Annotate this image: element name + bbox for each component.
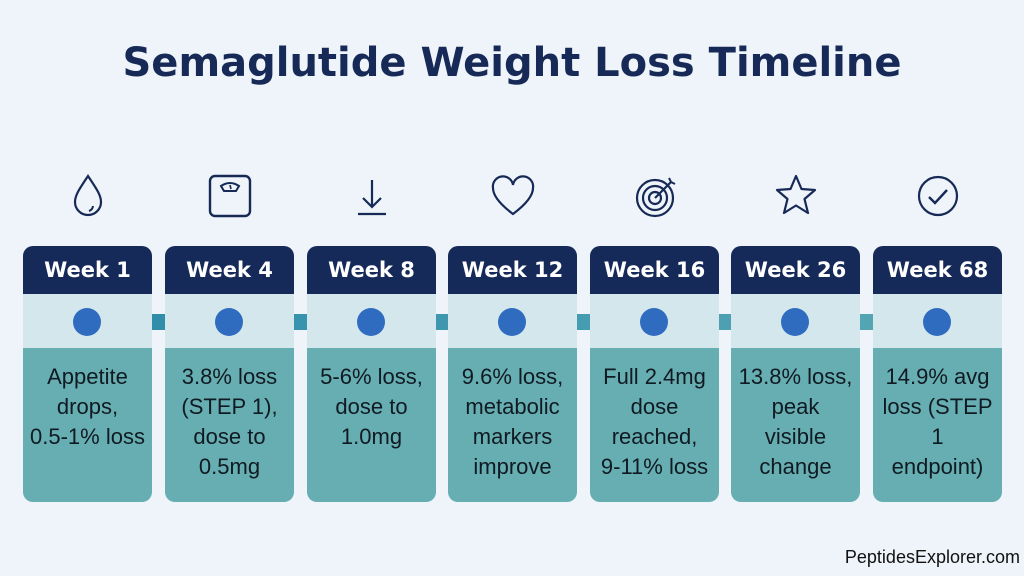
check-circle-icon bbox=[873, 170, 1002, 240]
milestone-week-label: Week 16 bbox=[590, 246, 719, 294]
milestone-card: Week 1 Appetite drops, 0.5-1% loss bbox=[23, 170, 152, 502]
milestone-week-label: Week 26 bbox=[731, 246, 860, 294]
timeline-dot bbox=[357, 308, 385, 336]
milestone-card: Week 12 9.6% loss, metabolic markers imp… bbox=[448, 170, 577, 502]
target-icon bbox=[590, 170, 719, 240]
milestone-card: Week 68 14.9% avg loss (STEP 1 endpoint) bbox=[873, 170, 1002, 502]
star-icon bbox=[731, 170, 860, 240]
timeline-dot bbox=[923, 308, 951, 336]
download-arrow-icon bbox=[307, 170, 436, 240]
milestone-description: 14.9% avg loss (STEP 1 endpoint) bbox=[873, 348, 1002, 502]
milestone-description: Full 2.4mg dose reached, 9-11% loss bbox=[590, 348, 719, 502]
milestone-card: Week 4 3.8% loss (STEP 1), dose to 0.5mg bbox=[165, 170, 294, 502]
milestone-week-label: Week 1 bbox=[23, 246, 152, 294]
timeline-dot bbox=[781, 308, 809, 336]
timeline-dot bbox=[215, 308, 243, 336]
timeline-dot bbox=[73, 308, 101, 336]
timeline-dot bbox=[498, 308, 526, 336]
page-title: Semaglutide Weight Loss Timeline bbox=[122, 40, 902, 86]
milestone-week-label: Week 8 bbox=[307, 246, 436, 294]
milestone-description: 5-6% loss, dose to 1.0mg bbox=[307, 348, 436, 502]
milestone-week-label: Week 12 bbox=[448, 246, 577, 294]
timeline-dot bbox=[640, 308, 668, 336]
milestone-description: 13.8% loss, peak visible change bbox=[731, 348, 860, 502]
scale-icon bbox=[165, 170, 294, 240]
site-watermark: PeptidesExplorer.com bbox=[844, 547, 1020, 567]
milestone-description: 9.6% loss, metabolic markers improve bbox=[448, 348, 577, 502]
water-drop-icon bbox=[23, 170, 152, 240]
milestone-card: Week 16 Full 2.4mg dose reached, 9-11% l… bbox=[590, 170, 719, 502]
milestone-description: Appetite drops, 0.5-1% loss bbox=[23, 348, 152, 502]
heart-icon bbox=[448, 170, 577, 240]
milestone-card: Week 8 5-6% loss, dose to 1.0mg bbox=[307, 170, 436, 502]
milestone-week-label: Week 68 bbox=[873, 246, 1002, 294]
milestone-week-label: Week 4 bbox=[165, 246, 294, 294]
milestone-card: Week 26 13.8% loss, peak visible change bbox=[731, 170, 860, 502]
milestone-description: 3.8% loss (STEP 1), dose to 0.5mg bbox=[165, 348, 294, 502]
